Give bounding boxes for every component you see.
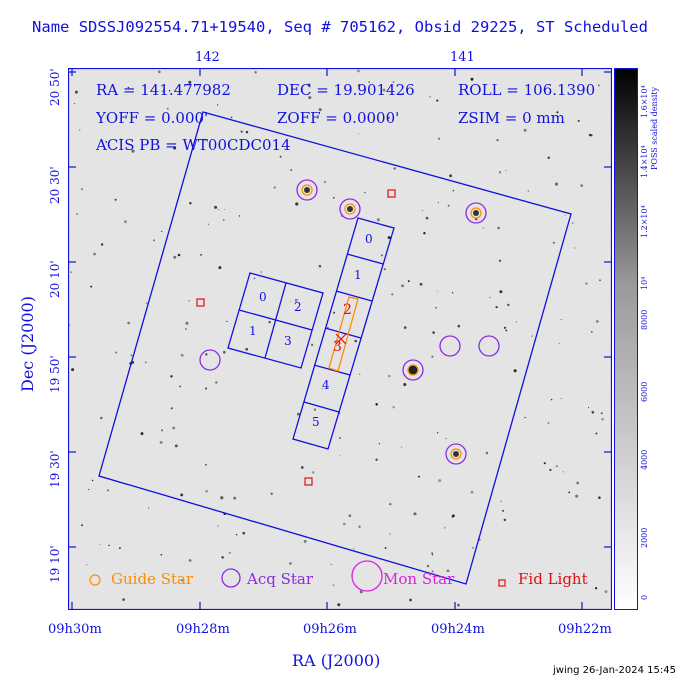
legend-guide-icon xyxy=(89,574,101,586)
ccd-i2-label: 2 xyxy=(294,300,302,314)
colorbar-tick-2: 4000 xyxy=(640,449,649,470)
legend-fid-icon xyxy=(498,579,506,587)
ccd-s3-label: 3 xyxy=(333,339,342,355)
ccd-s5-label: 5 xyxy=(312,415,320,429)
colorbar-tick-7: 1.4×10⁴ xyxy=(640,145,649,178)
colorbar-tick-5: 10⁴ xyxy=(640,276,649,290)
aimpoint-marker xyxy=(335,333,347,345)
field-of-view-box xyxy=(98,111,572,585)
fid-lights xyxy=(196,189,396,486)
x-tick-1: 09h28m xyxy=(176,622,230,637)
colorbar xyxy=(614,68,638,610)
legend-mon-label: Mon Star xyxy=(383,570,455,588)
x-tick-0: 09h30m xyxy=(48,622,102,637)
y-tick-0: 20 50' xyxy=(48,68,62,106)
y-tick-2: 20 10' xyxy=(48,260,62,298)
yoff-value: YOFF = 0.000' xyxy=(96,109,209,127)
acis-pb-value: ACIS PB = WT00CDC014 xyxy=(96,136,291,154)
colorbar-tick-3: 6000 xyxy=(640,381,649,402)
legend-fid-label: Fid Light xyxy=(518,570,588,588)
colorbar-tick-6: 1.2×10⁴ xyxy=(640,205,649,238)
ccd-i0-label: 0 xyxy=(259,290,267,304)
zoff-value: ZOFF = 0.0000' xyxy=(277,109,400,127)
legend-acq-label: Acq Star xyxy=(247,570,314,588)
acis-i-array xyxy=(227,272,324,369)
sky-image: 0 1 2 3 0 1 2 3 4 5 RA = 141.477982 DEC … xyxy=(68,68,612,610)
ccd-i3-label: 3 xyxy=(284,334,292,348)
ccd-s4-label: 4 xyxy=(322,378,330,392)
ccd-s0-label: 0 xyxy=(365,232,373,246)
y-tick-5: 19 10' xyxy=(48,545,62,583)
y-tick-1: 20 30' xyxy=(48,166,62,204)
colorbar-tick-8: 1.6×10⁴ xyxy=(640,85,649,118)
ccd-s1-label: 1 xyxy=(354,268,362,282)
x-axis-label: RA (J2000) xyxy=(292,651,381,670)
ccd-s2-label: 2 xyxy=(343,302,352,318)
colorbar-tick-1: 2000 xyxy=(640,527,649,548)
ccd-i1-label: 1 xyxy=(249,324,257,338)
y-tick-3: 19 50' xyxy=(48,355,62,393)
dec-value: DEC = 19.901426 xyxy=(277,81,415,99)
ra-value: RA = 141.477982 xyxy=(96,81,231,99)
y-axis-label: Dec (J2000) xyxy=(18,296,37,392)
top-tick-0: 142 xyxy=(195,50,220,65)
legend-acq-icon xyxy=(221,568,241,588)
legend-guide-label: Guide Star xyxy=(111,570,194,588)
zsim-value: ZSIM = 0 mm xyxy=(458,109,565,127)
guide-stars xyxy=(301,184,482,460)
y-tick-4: 19 30' xyxy=(48,450,62,488)
plot-title: Name SDSSJ092554.71+19540, Seq # 705162,… xyxy=(32,18,648,36)
x-tick-2: 09h26m xyxy=(303,622,357,637)
legend-mon-icon xyxy=(351,560,383,592)
x-tick-3: 09h24m xyxy=(431,622,485,637)
sky-svg xyxy=(68,68,612,610)
top-tick-1: 141 xyxy=(450,50,475,65)
colorbar-label: POSS scaled density xyxy=(650,86,659,170)
footer-stamp: jwing 26-Jan-2024 15:45 xyxy=(553,665,676,676)
x-tick-4: 09h22m xyxy=(558,622,612,637)
roll-value: ROLL = 106.1390 xyxy=(458,81,596,99)
acq-stars xyxy=(199,179,500,465)
colorbar-tick-4: 8000 xyxy=(640,309,649,330)
colorbar-tick-0: 0 xyxy=(640,594,649,600)
acis-s-array xyxy=(292,217,395,450)
aimpoint-box xyxy=(328,296,359,372)
